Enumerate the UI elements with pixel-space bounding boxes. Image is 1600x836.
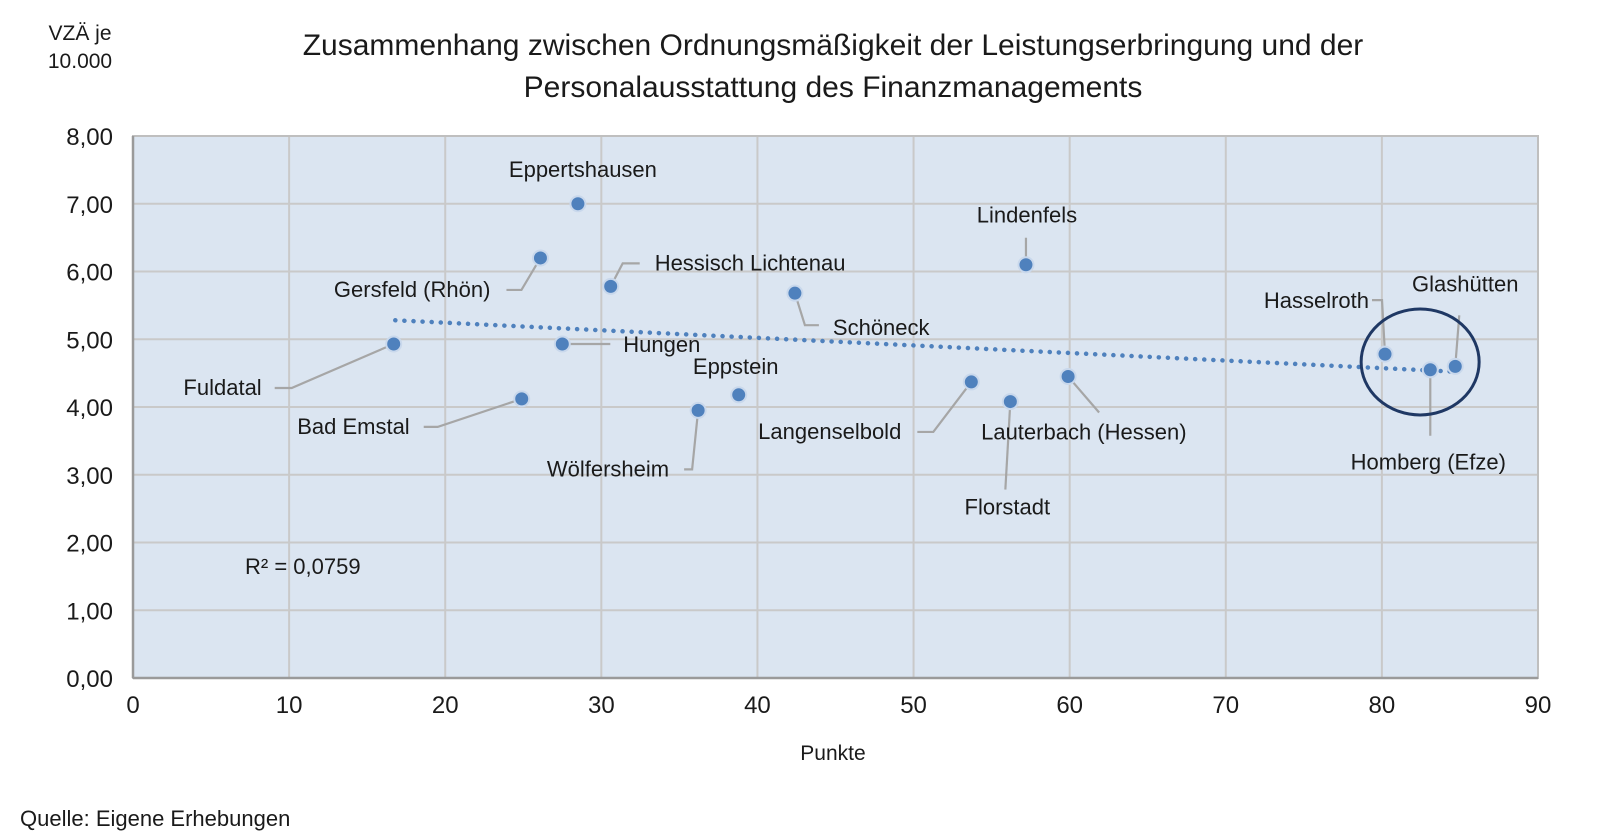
leader-line: [274, 342, 395, 390]
x-tick-label: 70: [1212, 692, 1239, 719]
leader-line: [1372, 299, 1387, 355]
data-point: [1017, 256, 1035, 274]
data-point: [689, 401, 707, 419]
leader-line: [609, 262, 640, 287]
leader-line: [1004, 401, 1012, 490]
data-point: [385, 335, 403, 353]
point-label: Florstadt: [965, 495, 1051, 520]
x-tick-label: 10: [276, 692, 303, 719]
point-label: Hessisch Lichtenau: [655, 250, 846, 275]
point-labels: Eppertshausen Gersfeld (Rhön) Hessisch Lic…: [183, 157, 1518, 520]
y-tick-label: 0,00: [66, 666, 113, 693]
data-point: [553, 335, 571, 353]
r-squared-label: R² = 0,0759: [245, 554, 361, 579]
data-point: [1059, 368, 1077, 386]
point-label: Hungen: [623, 332, 700, 357]
data-point: [962, 373, 980, 391]
point-label: Hasselroth: [1264, 288, 1369, 313]
y-tick-label: 3,00: [66, 463, 113, 490]
data-point: [1421, 361, 1439, 379]
data-point: [531, 249, 549, 267]
highlight-ellipse: [1359, 307, 1481, 417]
point-label: Bad Emstal: [297, 414, 410, 439]
data-point: [1376, 345, 1394, 363]
point-label: Fuldatal: [183, 375, 261, 400]
y-tick-label: 6,00: [66, 260, 113, 287]
tick-labels: 0 10 20 30 40 50 60 70 80 90 0,00 1,00 2,00 3,00 4,00 5…: [66, 124, 1551, 719]
y-tick-label: 4,00: [66, 395, 113, 422]
leader-line: [684, 410, 700, 471]
x-tick-label: 50: [900, 692, 927, 719]
point-label: Lindenfels: [977, 203, 1077, 228]
data-points: [385, 195, 1464, 419]
data-point: [569, 195, 587, 213]
axes: [131, 135, 1539, 680]
leader-line: [1454, 315, 1461, 367]
x-tick-label: 30: [588, 692, 615, 719]
point-label: Eppstein: [693, 354, 779, 379]
chart-title-line-2: Personalausstattung des Finanzmanagement…: [524, 71, 1143, 104]
point-label: Lauterbach (Hessen): [981, 420, 1186, 445]
x-tick-label: 60: [1056, 692, 1083, 719]
x-tick-label: 40: [744, 692, 771, 719]
point-label: Wölfersheim: [547, 456, 669, 481]
leader-line: [917, 381, 973, 434]
y-tick-label: 1,00: [66, 598, 113, 625]
data-point: [513, 390, 531, 408]
leader-line: [793, 292, 819, 327]
y-axis-unit-line-2: 10.000: [48, 50, 112, 73]
point-label: Homberg (Efze): [1351, 450, 1506, 475]
y-tick-label: 8,00: [66, 124, 113, 151]
leader-line: [506, 257, 542, 292]
point-label: Glashütten: [1412, 271, 1518, 296]
chart-title-line-1: Zusammenhang zwischen Ordnungsmäßigkeit …: [303, 29, 1364, 62]
point-label: Langenselbold: [758, 419, 901, 444]
x-tick-label: 0: [126, 692, 139, 719]
x-axis-label: Punkte: [800, 742, 865, 765]
x-tick-label: 90: [1525, 692, 1552, 719]
x-tick-label: 80: [1369, 692, 1396, 719]
point-label: Gersfeld (Rhön): [334, 277, 491, 302]
data-point: [602, 277, 620, 295]
y-axis-unit-line-1: VZÄ je: [48, 22, 111, 45]
source-note: Quelle: Eigene Erhebungen: [20, 806, 290, 831]
point-label: Eppertshausen: [509, 157, 657, 182]
data-point: [1446, 357, 1464, 375]
y-tick-label: 5,00: [66, 327, 113, 354]
point-label: Schöneck: [833, 315, 931, 340]
data-point: [1001, 393, 1019, 411]
leader-line: [423, 397, 523, 428]
data-point: [730, 386, 748, 404]
y-tick-label: 2,00: [66, 531, 113, 558]
label-leader-lines: [274, 237, 1461, 490]
y-tick-label: 7,00: [66, 192, 113, 219]
x-tick-label: 20: [432, 692, 459, 719]
data-point: [786, 284, 804, 302]
